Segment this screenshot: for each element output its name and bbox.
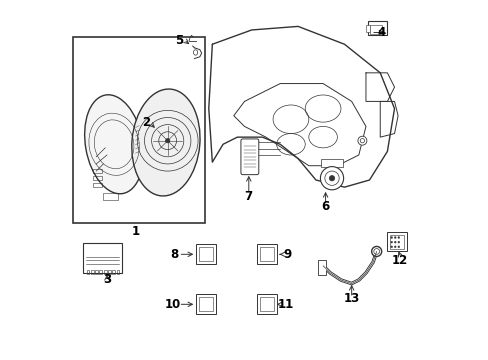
Bar <box>95 270 98 274</box>
Text: 8: 8 <box>170 248 179 261</box>
Ellipse shape <box>397 246 399 248</box>
Text: 12: 12 <box>391 254 407 267</box>
Ellipse shape <box>165 139 169 143</box>
Bar <box>389 235 403 249</box>
Text: 1: 1 <box>131 225 140 238</box>
Bar <box>257 244 276 264</box>
Bar <box>317 260 325 275</box>
Text: 5: 5 <box>175 34 183 47</box>
FancyBboxPatch shape <box>241 139 258 175</box>
Text: 6: 6 <box>321 200 329 213</box>
Ellipse shape <box>371 247 381 256</box>
Bar <box>103 270 106 274</box>
Text: 7: 7 <box>244 190 252 203</box>
Bar <box>259 247 273 261</box>
Bar <box>73 37 205 223</box>
Ellipse shape <box>390 241 392 243</box>
Ellipse shape <box>390 237 392 238</box>
Ellipse shape <box>357 136 366 145</box>
Text: 2: 2 <box>142 116 150 129</box>
Bar <box>116 270 119 274</box>
Bar <box>83 243 122 273</box>
Ellipse shape <box>397 237 399 238</box>
Bar <box>103 193 118 200</box>
Text: 10: 10 <box>164 298 180 311</box>
Bar <box>369 24 381 33</box>
Bar <box>198 247 213 261</box>
Ellipse shape <box>328 176 334 181</box>
Bar <box>91 270 94 274</box>
Ellipse shape <box>84 95 143 194</box>
Bar <box>86 270 89 274</box>
Bar <box>99 270 102 274</box>
Bar <box>196 294 216 314</box>
Bar <box>108 270 111 274</box>
Bar <box>93 176 102 180</box>
Bar <box>259 297 273 311</box>
Text: 13: 13 <box>343 292 359 305</box>
Ellipse shape <box>393 241 395 243</box>
Bar <box>386 232 406 251</box>
Bar <box>93 168 102 173</box>
Bar <box>198 297 213 311</box>
Bar <box>257 294 276 314</box>
Bar <box>367 21 386 35</box>
Bar <box>196 244 216 264</box>
Bar <box>321 158 342 167</box>
Bar <box>365 24 369 32</box>
Ellipse shape <box>131 89 200 196</box>
Text: 3: 3 <box>102 273 111 286</box>
Bar <box>93 183 102 187</box>
Ellipse shape <box>320 167 343 190</box>
Text: 9: 9 <box>283 248 291 261</box>
Text: 11: 11 <box>277 298 293 311</box>
Text: 4: 4 <box>377 26 386 39</box>
Ellipse shape <box>397 241 399 243</box>
Ellipse shape <box>390 246 392 248</box>
Ellipse shape <box>393 246 395 248</box>
Ellipse shape <box>393 237 395 238</box>
Bar <box>112 270 115 274</box>
